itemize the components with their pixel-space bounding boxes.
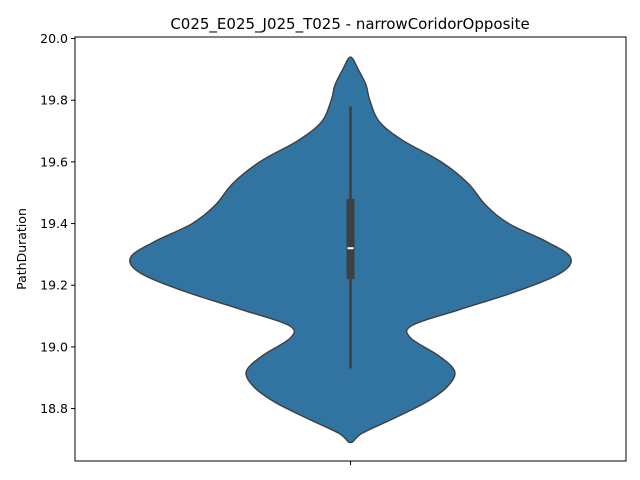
y-tick-label: 19.2 [40,278,68,293]
y-tick-label: 19.0 [40,339,68,354]
y-ticks: 18.8 19.0 19.2 19.4 19.6 19.8 20.0 [40,31,75,416]
y-tick-label: 19.6 [40,154,68,169]
inner-boxplot [346,106,355,369]
y-tick-label: 19.8 [40,93,68,108]
y-axis-label: PathDuration [14,208,29,290]
iqr-box [346,198,355,280]
chart-title: C025_E025_J025_T025 - narrowCoridorOppos… [170,15,529,34]
y-tick-label: 19.4 [40,216,68,231]
y-tick-label: 18.8 [40,401,68,416]
plot-area [129,56,572,444]
median-marker [347,247,354,250]
y-tick-label: 20.0 [40,31,68,46]
axes: 18.8 19.0 19.2 19.4 19.6 19.8 20.0 [40,31,627,465]
